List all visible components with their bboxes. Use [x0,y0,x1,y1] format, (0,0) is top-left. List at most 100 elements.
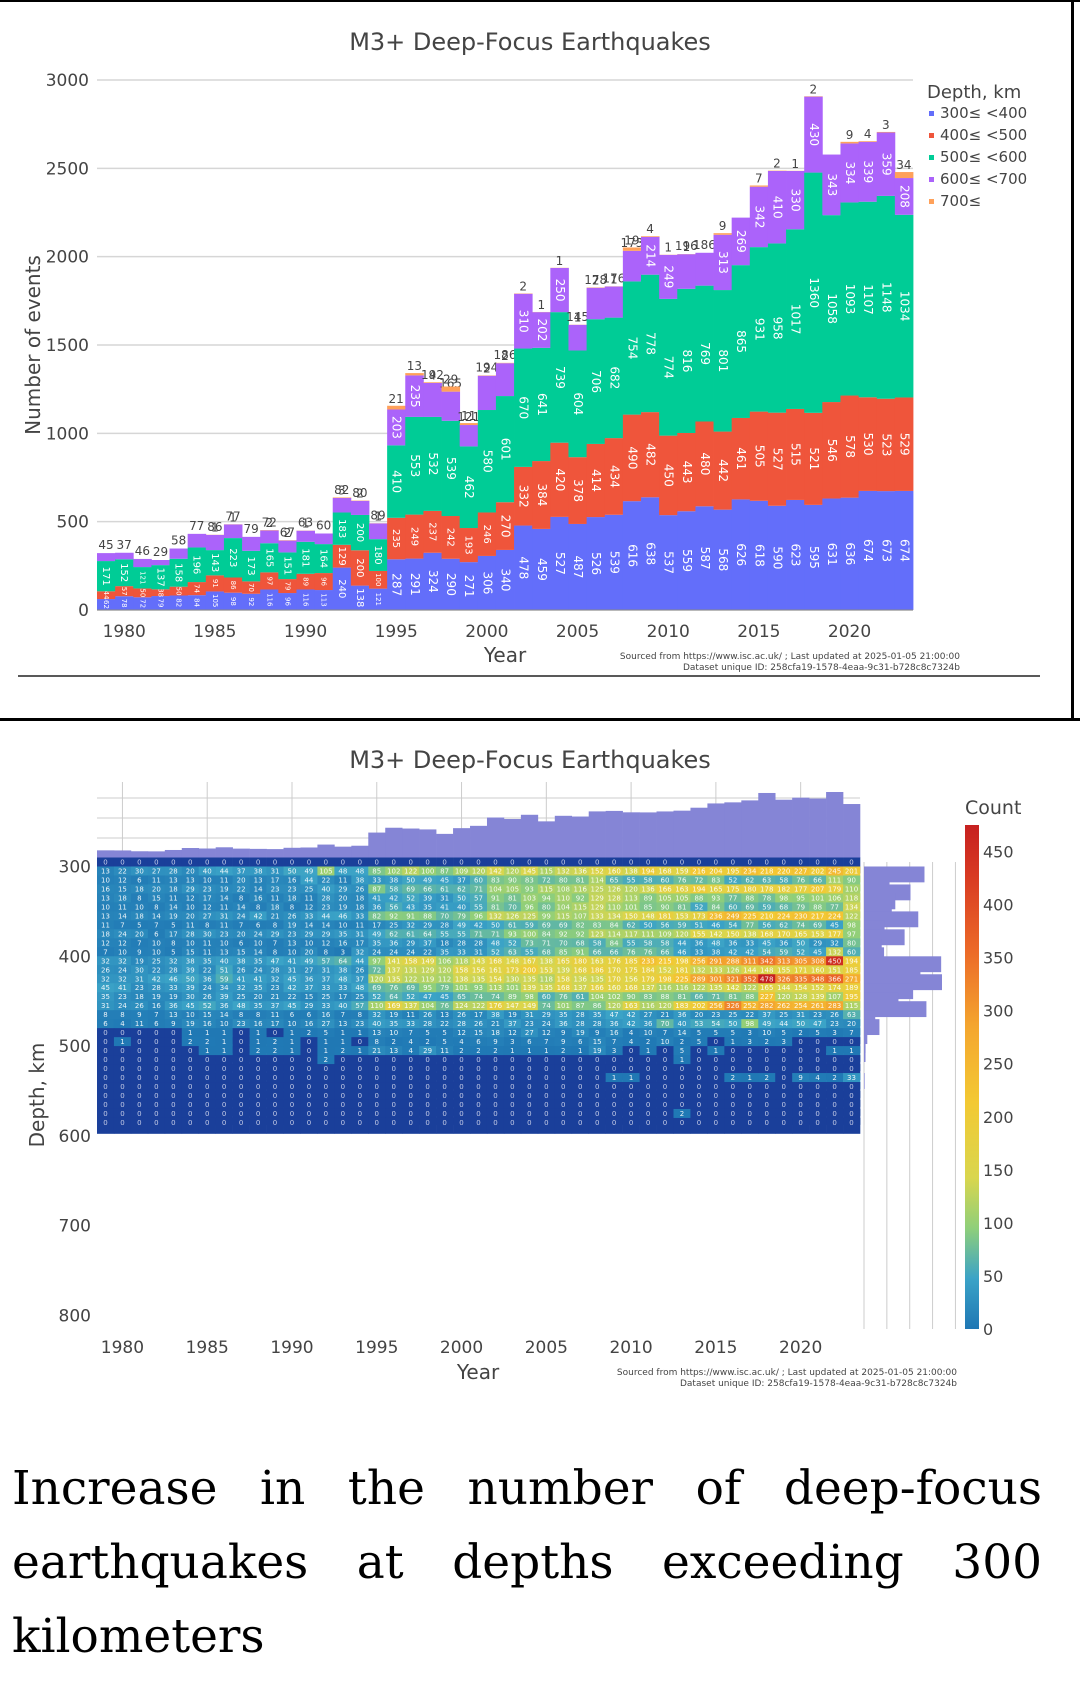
heatmap-cell-label: 50 [186,975,195,983]
bar-segment [495,396,515,503]
heatmap-cell-label: 49 [372,930,381,938]
heatmap-cell-label: 26 [101,966,110,974]
bar-segment [296,541,315,574]
heatmap-cell-label: 138 [624,867,637,875]
heatmap-cell-label: 194 [692,885,706,893]
bar-data-label: 340 [499,569,513,592]
bar-data-label: 152 [118,563,129,582]
heatmap-cell-label: 24 [118,1002,127,1010]
heatmap-cell-label: 215 [658,957,671,965]
heatmap-cell-label: 8 [239,1011,243,1019]
heatmap-cell-label: 13 [169,876,178,884]
heatmap-cell-label: 22 [152,966,161,974]
bar-data-label: 44 [102,591,110,600]
heatmap-cell-label: 29 [304,930,313,938]
heatmap-cell-label: 115 [540,867,553,875]
heatmap-cell-label: 56 [389,903,398,911]
heatmap-cell-label: 38 [491,1011,500,1019]
bar-segment [97,553,116,562]
heatmap-cell-label: 0 [815,1119,819,1127]
heatmap-cell-label: 120 [438,966,451,974]
bar-segment [622,501,642,610]
heatmap-cell-label: 0 [578,1056,582,1064]
heatmap-cell-label: 175 [726,885,739,893]
heatmap-cell-label: 71 [542,939,551,947]
heatmap-cell-label: 142 [709,930,722,938]
bar-data-label: 235 [390,529,401,548]
heatmap-cell-label: 11 [186,921,195,929]
heatmap-cell-label: 33 [745,939,754,947]
heatmap-cell-label: 59 [678,921,687,929]
bar-segment [187,595,207,610]
heatmap-cell-label: 179 [641,975,654,983]
heatmap-cell-label: 0 [408,1110,412,1118]
bar-data-label: 50 [175,587,183,596]
heatmap-cell-label: 1 [544,1047,548,1055]
heatmap-cell-label: 0 [154,1074,158,1082]
bar-data-label: 173 [245,557,256,576]
heatmap-cell-label: 27 [152,867,161,875]
bar-segment [695,285,714,422]
heatmap-cell-label: 0 [154,1056,158,1064]
heatmap-cell-label: 39 [423,894,432,902]
heatmap-cell-label: 36 [694,939,703,947]
heatmap-cell-label: 27 [203,912,212,920]
heatmap-cell-label: 45 [440,993,449,1001]
y-tick-label: 700 [59,1217,91,1237]
heatmap-cell-label: 0 [781,1110,785,1118]
heatmap-cell-label: 19 [220,885,229,893]
heatmap-cell-label: 1 [731,1038,735,1046]
heatmap-cell-label: 0 [595,1074,599,1082]
heatmap-cell-label: 2 [680,1038,684,1046]
heatmap-cell-label: 37 [304,984,313,992]
bar-segment [749,500,769,610]
heatmap-cell-label: 36 [220,1002,229,1010]
heatmap-cell-label: 173 [692,912,705,920]
heatmap-cell-label: 20 [237,876,246,884]
heatmap-cell-label: 58 [593,939,602,947]
heatmap-cell-label: 0 [544,1065,548,1073]
bar-segment [876,195,896,399]
bar-segment [133,567,152,589]
bar-segment [532,312,551,348]
heatmap-cell-label: 0 [239,1065,243,1073]
bar-segment [840,202,859,396]
heatmap-cell-label: 0 [578,1119,582,1127]
heatmap-cell-label: 0 [781,1083,785,1091]
heatmap-cell-label: 0 [188,1047,192,1055]
bar-data-label: 11 [461,409,476,423]
heatmap-cell-label: 122 [404,975,417,983]
heatmap-cell-label: 0 [544,1110,548,1118]
heatmap-cell-label: 100 [421,867,434,875]
heatmap-cell-label: 39 [220,993,229,1001]
heatmap-cell-label: 0 [510,1119,514,1127]
bar-data-label: 430 [807,123,821,146]
heatmap-cell-label: 11 [406,1011,415,1019]
heatmap-cell-label: 0 [120,1065,124,1073]
heatmap-cell-label: 25 [304,885,313,893]
bar-data-label: 1 [610,272,618,286]
bar-segment [894,214,914,398]
bar-data-label: 96 [320,577,328,586]
heatmap-cell-label: 109 [658,930,671,938]
heatmap-cell-label: 12 [304,903,313,911]
heatmap-cell-label: 0 [527,1119,531,1127]
heatmap-cell-label: 29 [304,1002,313,1010]
bar-data-label: 3 [882,118,890,132]
heatmap-cell-label: 0 [629,859,633,867]
heatmap-cell-label: 10 [338,921,347,929]
heatmap-cell-label: 115 [557,912,570,920]
heatmap-cell-label: 0 [629,1110,633,1118]
marginal-bar-top [181,848,200,858]
heatmap-cell-label: 88 [423,912,432,920]
heatmap-cell-label: 32 [271,975,280,983]
bar-segment [876,132,896,196]
bar-data-label: 1 [574,311,582,325]
heatmap-cell-label: 0 [646,1119,650,1127]
heatmap-cell-label: 0 [154,1110,158,1118]
bar-data-label: 9 [846,128,854,142]
heatmap-cell-label: 0 [714,1038,718,1046]
bar-data-label: 9 [719,219,727,233]
heatmap-cell-label: 168 [574,966,587,974]
heatmap-cell-label: 167 [523,957,536,965]
